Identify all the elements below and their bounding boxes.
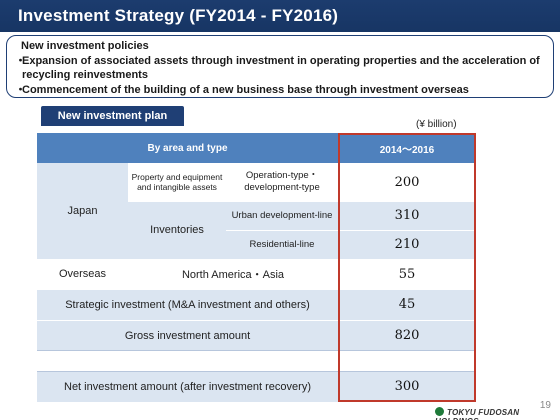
net-label: Net investment amount (after investment … — [37, 371, 338, 402]
strategic-label: Strategic investment (M&A investment and… — [37, 289, 338, 320]
strategic-value: 45 — [338, 289, 476, 320]
bullet-icon: ・ — [15, 54, 26, 67]
overseas-region: North America・Asia — [128, 259, 338, 289]
plan-tab: New investment plan — [41, 106, 184, 126]
header-period: 2014〜2016 — [338, 133, 476, 163]
row-divider — [226, 230, 476, 231]
row-divider — [37, 371, 476, 372]
header-category: By area and type — [37, 133, 338, 163]
policy-text: Commencement of the building of a new bu… — [22, 83, 469, 96]
japan-label: Japan — [37, 163, 128, 259]
residential-value: 210 — [338, 230, 476, 259]
policy-item: ・ Expansion of associated assets through… — [15, 54, 543, 83]
urban-label: Urban development-line — [226, 201, 338, 230]
row-divider — [37, 320, 476, 321]
unit-label: (¥ billion) — [416, 119, 457, 130]
logo-mark-icon — [435, 407, 444, 416]
row-divider — [128, 201, 476, 202]
policy-heading: New investment policies — [21, 40, 149, 52]
row-divider — [37, 259, 476, 260]
overseas-label: Overseas — [37, 259, 128, 289]
policy-item: ・ Commencement of the building of a new … — [15, 83, 543, 98]
urban-value: 310 — [338, 201, 476, 230]
page-number: 19 — [539, 400, 551, 411]
gross-value: 820 — [338, 320, 476, 351]
operation-label: Operation-type・development-type — [226, 163, 338, 201]
company-logo: TOKYU FUDOSAN HOLDINGS — [435, 407, 560, 420]
company-name: TOKYU FUDOSAN HOLDINGS — [435, 408, 520, 420]
row-divider — [37, 350, 476, 351]
page-title: Investment Strategy (FY2014 - FY2016) — [0, 0, 560, 32]
bullet-icon: ・ — [15, 83, 26, 96]
gross-label: Gross investment amount — [37, 320, 338, 351]
policy-box: New investment policies ・ Expansion of a… — [6, 35, 554, 98]
operation-value: 200 — [338, 163, 476, 201]
property-label: Property and equipment and intangible as… — [128, 163, 226, 201]
policy-text: Expansion of associated assets through i… — [22, 54, 540, 82]
residential-label: Residential-line — [226, 230, 338, 259]
row-divider — [37, 289, 476, 290]
inventories-label: Inventories — [128, 201, 226, 259]
net-value: 300 — [338, 371, 476, 402]
overseas-value: 55 — [338, 259, 476, 289]
